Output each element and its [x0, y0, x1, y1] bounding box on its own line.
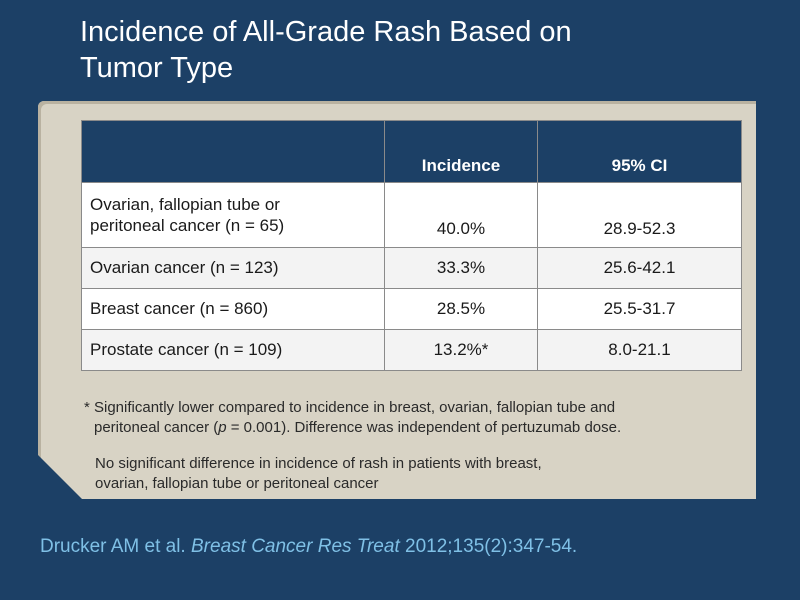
row-label: Prostate cancer (n = 109) — [81, 329, 385, 371]
footnote-text-b: = 0.001). Difference was independent of … — [226, 419, 622, 436]
citation-authors: Drucker AM et al. — [40, 536, 191, 557]
note-line-1: No significant difference in incidence o… — [95, 455, 542, 472]
significance-note: No significant difference in incidence o… — [95, 454, 695, 494]
row-label-line-1: Ovarian, fallopian tube or — [90, 195, 280, 214]
panel-corner-cut — [38, 455, 82, 499]
asterisk-footnote-line-1: * Significantly lower compared to incide… — [84, 399, 616, 416]
citation-journal: Breast Cancer Res Treat — [191, 536, 400, 557]
citation: Drucker AM et al. Breast Cancer Res Trea… — [40, 536, 577, 558]
title-line-1: Incidence of All-Grade Rash Based on — [80, 16, 572, 48]
content-panel: Incidence 95% CI Ovarian, fallopian tube… — [38, 101, 756, 499]
row-ci: 8.0-21.1 — [537, 329, 742, 371]
row-ci: 28.9-52.3 — [537, 182, 742, 248]
row-incidence: 13.2%* — [384, 329, 538, 371]
row-ci: 25.5-31.7 — [537, 288, 742, 330]
note-line-2: ovarian, fallopian tube or peritoneal ca… — [95, 475, 379, 492]
row-ci: 25.6-42.1 — [537, 247, 742, 289]
asterisk-footnote: * Significantly lower compared to incide… — [84, 398, 724, 438]
row-label: Ovarian, fallopian tube or peritoneal ca… — [81, 182, 385, 248]
table-header-row: Incidence 95% CI — [81, 120, 742, 183]
header-incidence: Incidence — [384, 120, 538, 183]
footnote-text-a: peritoneal cancer ( — [94, 419, 219, 436]
row-label-line-2: peritoneal cancer (n = 65) — [90, 216, 285, 235]
citation-details: 2012;135(2):347-54. — [399, 536, 578, 557]
row-label: Breast cancer (n = 860) — [81, 288, 385, 330]
table-row: Breast cancer (n = 860) 28.5% 25.5-31.7 — [81, 288, 742, 330]
slide-title: Incidence of All-Grade Rash Based on Tum… — [80, 14, 720, 86]
table-row: Ovarian, fallopian tube or peritoneal ca… — [81, 182, 742, 248]
asterisk-footnote-line-2: peritoneal cancer (p = 0.001). Differenc… — [84, 418, 724, 438]
header-ci: 95% CI — [537, 120, 742, 183]
title-line-2: Tumor Type — [80, 52, 234, 84]
table-row: Ovarian cancer (n = 123) 33.3% 25.6-42.1 — [81, 247, 742, 289]
header-empty — [81, 120, 385, 183]
row-incidence: 40.0% — [384, 182, 538, 248]
p-value-symbol: p — [218, 419, 227, 436]
table-row: Prostate cancer (n = 109) 13.2%* 8.0-21.… — [81, 329, 742, 371]
row-incidence: 33.3% — [384, 247, 538, 289]
row-label: Ovarian cancer (n = 123) — [81, 247, 385, 289]
rash-incidence-table: Incidence 95% CI Ovarian, fallopian tube… — [81, 120, 742, 371]
row-incidence: 28.5% — [384, 288, 538, 330]
